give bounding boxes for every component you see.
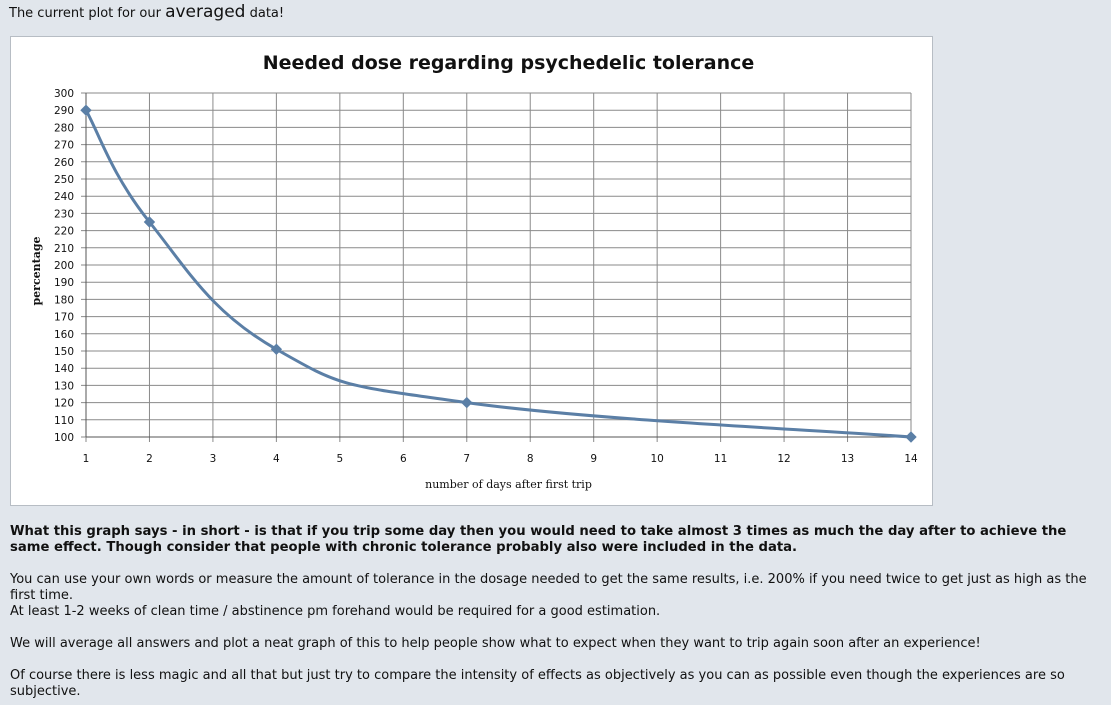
y-axis-label: percentage	[30, 236, 43, 305]
y-tick-label: 150	[54, 346, 74, 358]
y-tick-label: 300	[54, 88, 74, 100]
series-line	[84, 109, 912, 439]
intro-emphasis: averaged	[165, 2, 246, 22]
y-tick-label: 290	[54, 105, 74, 117]
x-tick-label: 4	[273, 453, 280, 465]
x-tick-label: 13	[841, 453, 854, 465]
y-tick-label: 180	[54, 294, 74, 306]
y-tick-label: 240	[54, 191, 74, 203]
intro-text-end: data!	[245, 6, 285, 21]
y-tick-label: 210	[54, 243, 74, 255]
x-tick-label: 10	[650, 453, 663, 465]
x-tick-label: 12	[777, 453, 790, 465]
y-tick-label: 140	[54, 363, 74, 375]
y-tick-label: 100	[54, 432, 74, 444]
tolerance-line-chart: Needed dose regarding psychedelic tolera…	[30, 52, 918, 491]
y-tick-label: 250	[54, 174, 74, 186]
description-block: What this graph says - in short - is tha…	[10, 524, 1105, 700]
comparison-paragraph: Of course there is less magic and all th…	[10, 668, 1065, 699]
data-point-marker	[143, 216, 156, 228]
x-tick-label: 2	[146, 453, 153, 465]
x-tick-label: 6	[400, 453, 407, 465]
y-tick-label: 110	[54, 415, 74, 427]
y-tick-label: 260	[54, 157, 74, 169]
x-tick-label: 3	[210, 453, 217, 465]
intro-text: The current plot for our	[9, 6, 166, 21]
average-paragraph: We will average all answers and plot a n…	[10, 636, 981, 651]
y-tick-label: 190	[54, 277, 74, 289]
data-point-marker	[905, 431, 917, 443]
y-tick-label: 160	[54, 329, 74, 341]
x-tick-label: 14	[904, 453, 918, 465]
x-tick-label: 9	[590, 453, 597, 465]
y-tick-label: 230	[54, 208, 74, 220]
chart-panel: Needed dose regarding psychedelic tolera…	[10, 36, 933, 506]
y-tick-label: 280	[54, 122, 74, 134]
y-tick-label: 270	[54, 140, 74, 152]
y-tick-label: 220	[54, 226, 74, 238]
x-tick-label: 11	[714, 453, 727, 465]
data-point-marker	[80, 104, 92, 116]
x-tick-label: 5	[337, 453, 344, 465]
y-tick-label: 170	[54, 312, 74, 324]
data-point-marker	[461, 396, 473, 409]
y-tick-label: 130	[54, 380, 74, 392]
x-tick-label: 8	[527, 453, 534, 465]
x-tick-label: 1	[83, 453, 90, 465]
summary-paragraph: What this graph says - in short - is tha…	[10, 524, 1067, 555]
data-point-marker	[270, 343, 283, 355]
clean-time-paragraph: At least 1-2 weeks of clean time / absti…	[10, 604, 661, 619]
x-axis-label: number of days after first trip	[425, 478, 592, 491]
intro-line: The current plot for our averaged data!	[9, 3, 284, 23]
chart-title: Needed dose regarding psychedelic tolera…	[263, 52, 755, 74]
x-tick-label: 7	[463, 453, 470, 465]
instruction-paragraph: You can use your own words or measure th…	[10, 572, 1087, 603]
y-tick-label: 120	[54, 398, 74, 410]
y-tick-label: 200	[54, 260, 74, 272]
